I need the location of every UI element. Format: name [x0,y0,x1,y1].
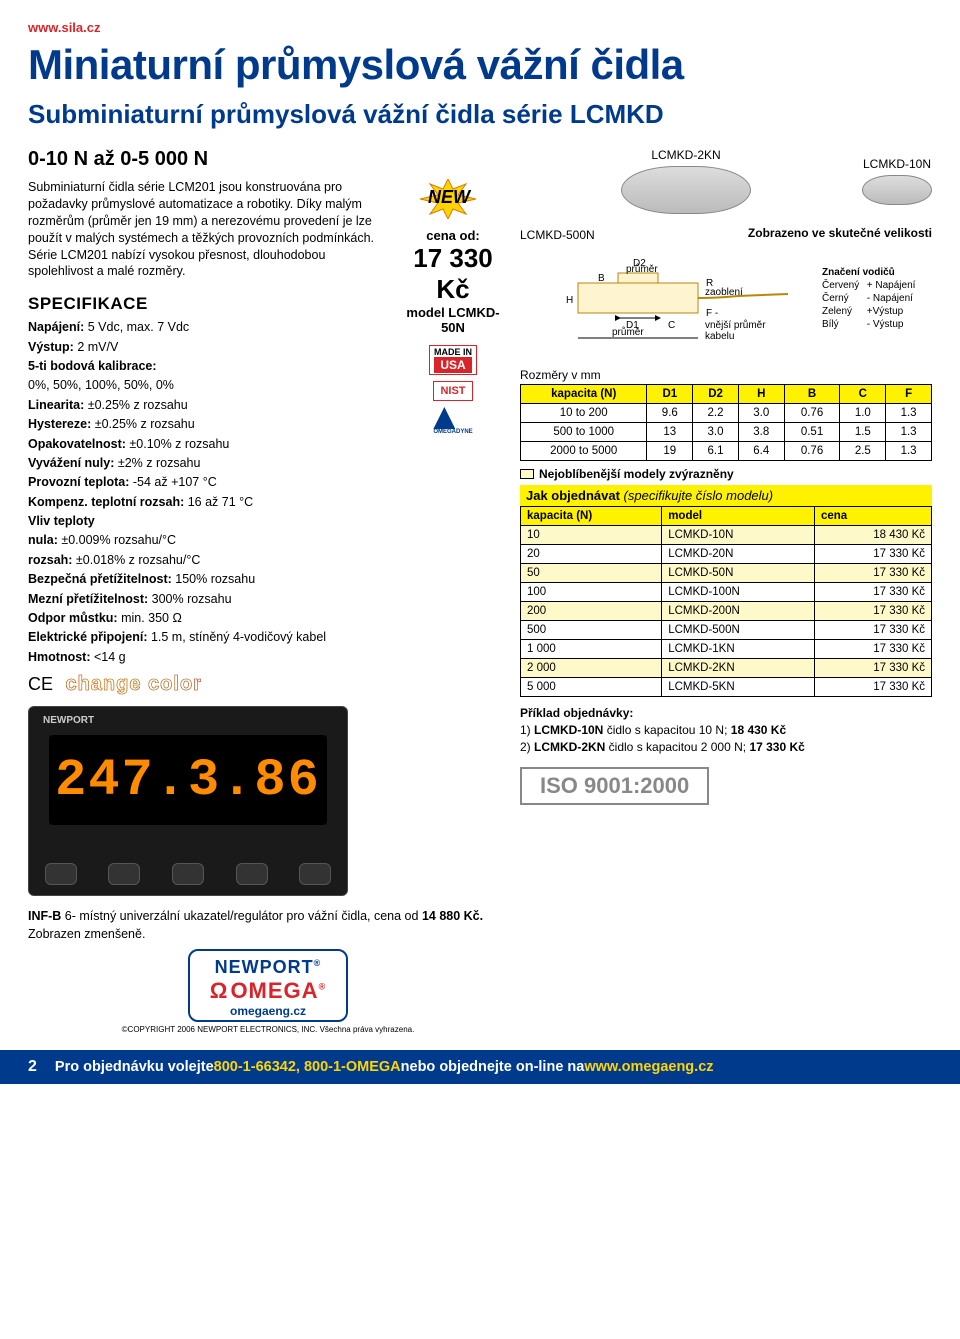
spec-list: Napájení: 5 Vdc, max. 7 VdcVýstup: 2 mV/… [28,318,388,667]
meter-buttons [29,863,347,885]
footer-bar: 2 Pro objednávku volejte 800-1-66342, 80… [0,1050,960,1084]
zaobleni-label: zaoblení [705,287,960,298]
usa-flag: USA [434,357,472,373]
price-amount: 17 330 Kč [398,243,508,305]
left-column: 0-10 N až 0-5 000 N Subminiaturní čidla … [28,148,508,1034]
svg-text:F -: F - [706,308,718,319]
right-column: LCMKD-2KN LCMKD-10N LCMKD-500N Zobrazeno… [520,148,932,1034]
order-example: Příklad objednávky: 1) LCMKD-10N čidlo s… [520,705,932,755]
product-images-row: LCMKD-2KN LCMKD-10N [520,148,932,218]
page: www.sila.cz Miniaturní průmyslová vážní … [0,0,960,1034]
made-in-label: MADE IN [434,347,472,357]
new-text: NEW [428,187,470,208]
change-color-text: change color [65,673,201,695]
subtitle: Subminiaturní průmyslová vážní čidla sér… [28,99,932,130]
site-url: www.sila.cz [28,20,932,35]
diam-label-d2: průměr [626,264,922,275]
shown-label: Zobrazeno ve skutečné velikosti [748,226,932,240]
wire-legend: Značení vodičů Červený + NapájeníČerný -… [822,248,932,428]
product-label-right: LCMKD-10N [862,157,932,171]
phone-numbers: 800-1-66342, 800-1-OMEGA [214,1059,401,1075]
iso-badge: ISO 9001:2000 [520,767,709,805]
meter-display: 247.3.86 [49,735,327,825]
copyright: ©COPYRIGHT 2006 NEWPORT ELECTRONICS, INC… [28,1025,508,1034]
meter-image: NEWPORT 247.3.86 [28,706,348,896]
svg-text:H: H [566,295,573,306]
usa-badge: MADE IN USA [429,345,477,375]
product-label-top: LCMKD-2KN [520,148,852,162]
cable-label: vnější průměr kabelu [705,320,775,342]
nist-badge: NIST [433,381,472,401]
svg-text:B: B [598,273,605,284]
badges: MADE IN USA NIST OMEGADYNE [398,345,508,435]
price-from-label: cena od: [398,228,508,243]
loadcell-small-icon [862,175,932,205]
price-box: cena od: 17 330 Kč model LCMKD-50N [398,228,508,335]
popular-note: Nejoblíbenější modely zvýrazněny [520,467,932,481]
order-table: kapacita (N)modelcena 10LCMKD-10N18 430 … [520,506,932,697]
main-title: Miniaturní průmyslová vážní čidla [28,41,932,89]
page-number: 2 [28,1058,37,1076]
new-badge: NEW [418,179,488,219]
loadcell-large-icon [621,166,751,214]
intro-text: Subminiaturní čidla série LCM201 jsou ko… [28,179,388,280]
spec-heading: SPECIFIKACE [28,294,388,314]
price-model: model LCMKD-50N [398,305,508,335]
meter-caption: INF-B 6- místný univerzální ukazatel/reg… [28,908,508,943]
newport-logo: NEWPORT® ΩOMEGA® omegaeng.cz ©COPYRIGHT … [28,949,508,1034]
footer-url: www.omegaeng.cz [584,1059,713,1075]
order-heading: Jak objednávat (specifikujte číslo model… [520,485,932,506]
range-label: 0-10 N až 0-5 000 N [28,148,508,171]
omegadyne-icon: OMEGADYNE [433,407,472,435]
meter-model: INF-B [28,909,61,923]
ce-mark: CE [28,674,53,694]
swatch-icon [520,469,534,479]
product-label-mid: LCMKD-500N [520,228,595,242]
meter-brand: NEWPORT [43,715,94,726]
